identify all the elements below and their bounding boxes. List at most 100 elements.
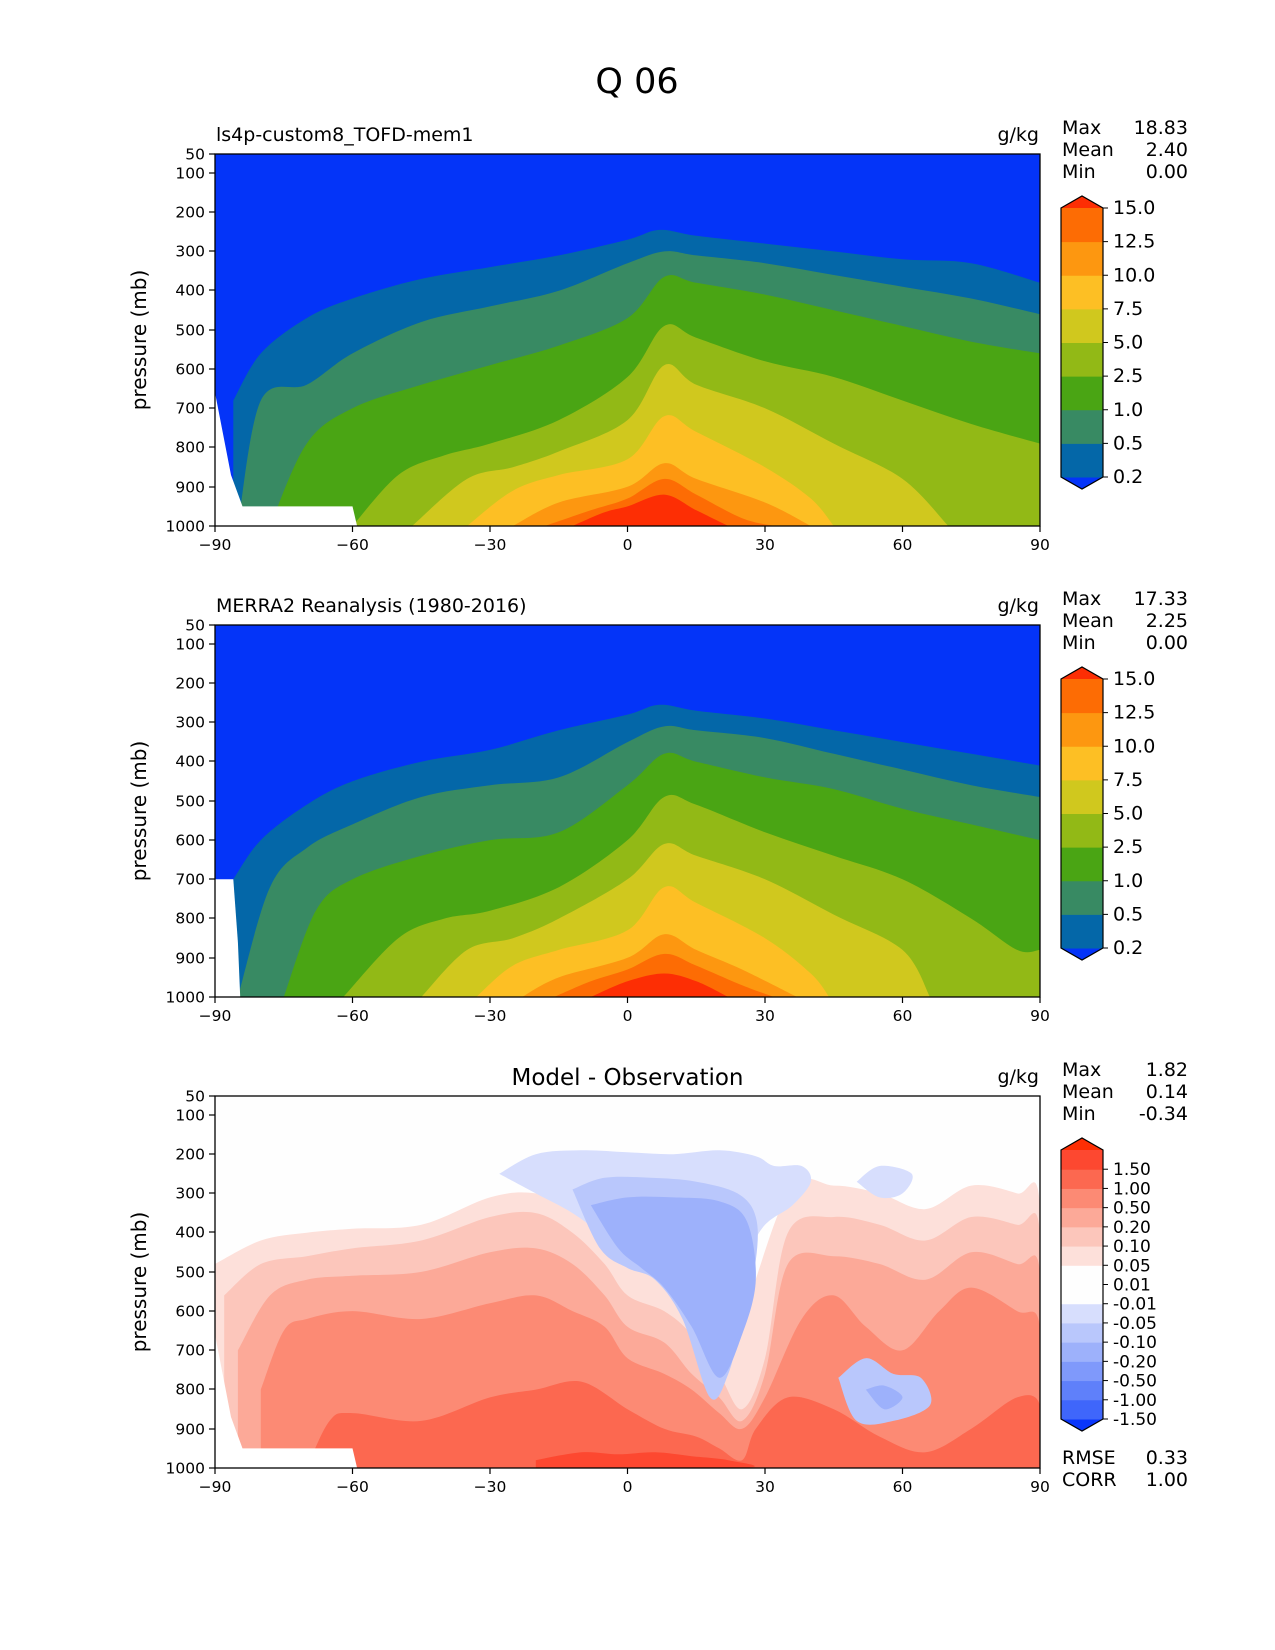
stat-value: 2.25 (1146, 610, 1188, 632)
stat-value: 0.14 (1146, 1081, 1188, 1103)
colorbar-swatch (1061, 241, 1103, 276)
colorbar-extend-max (1061, 196, 1103, 208)
stat-value: 0.33 (1146, 1447, 1188, 1469)
y-tick-label: 900 (175, 950, 205, 968)
y-tick-label: 100 (175, 1107, 205, 1125)
y-tick-label: 700 (175, 871, 205, 889)
y-tick-label: 100 (175, 636, 205, 654)
colorbar-swatch (1061, 712, 1103, 747)
colorbar-swatch (1061, 746, 1103, 781)
y-tick-label: 500 (175, 322, 205, 340)
y-tick-label: 800 (175, 439, 205, 457)
colorbar-tick-label: 1.50 (1113, 1160, 1151, 1180)
contour-region-1.00 (306, 1380, 1040, 1468)
colorbar-tick-label: 7.5 (1113, 769, 1143, 791)
contour-region--0.05 (856, 1165, 913, 1199)
stat-label: Max (1062, 588, 1101, 610)
x-tick-label: −60 (336, 1007, 369, 1025)
colorbar-swatch (1061, 409, 1103, 444)
colorbar-swatch (1061, 308, 1103, 343)
y-tick-label: 400 (175, 753, 205, 771)
colorbar-tick-label: 1.0 (1113, 399, 1143, 421)
units-label: g/kg (997, 595, 1039, 617)
units-label: g/kg (997, 124, 1039, 146)
colorbar-tick-label: 0.2 (1113, 466, 1143, 488)
colorbar-tick-label: 15.0 (1113, 668, 1155, 690)
colorbar-swatch (1061, 1284, 1103, 1305)
colorbar-swatch (1061, 1380, 1103, 1401)
colorbar-tick-label: -1.50 (1113, 1410, 1157, 1430)
y-tick-label: 800 (175, 910, 205, 928)
y-tick-label: 600 (175, 361, 205, 379)
y-tick-label: 600 (175, 832, 205, 850)
colorbar-tick-label: -0.01 (1113, 1295, 1157, 1315)
stat-label: Mean (1062, 1081, 1114, 1103)
stat-value: 1.00 (1146, 1469, 1188, 1491)
colorbar-tick-label: 15.0 (1113, 197, 1155, 219)
colorbar-extend-min (1061, 948, 1103, 960)
colorbar-swatch (1061, 1207, 1103, 1228)
stat-value: 0.00 (1146, 161, 1188, 183)
stat-label: Min (1062, 1103, 1096, 1125)
x-tick-label: −60 (336, 536, 369, 554)
colorbar: 0.2 0.5 1.0 2.5 5.0 7.5 10.0 12.5 15.0 (1060, 666, 1155, 961)
contour-region--0.20 (590, 1196, 756, 1378)
y-tick-label: 800 (175, 1381, 205, 1399)
y-tick-label: 200 (175, 1146, 205, 1164)
colorbar-tick-label: 5.0 (1113, 332, 1143, 354)
colorbar-swatch (1061, 1322, 1103, 1343)
colorbar-tick-label: 5.0 (1113, 803, 1143, 825)
stat-value: 18.83 (1134, 117, 1188, 139)
y-tick-label: 300 (175, 243, 205, 261)
stat-label: RMSE (1062, 1447, 1116, 1469)
contour-region--0.20 (865, 1385, 903, 1410)
colorbar-swatch (1061, 275, 1103, 310)
colorbar-swatch (1061, 679, 1103, 714)
y-tick-label: 600 (175, 1303, 205, 1321)
colorbar-swatch (1061, 813, 1103, 848)
colorbar-swatch (1061, 1361, 1103, 1382)
x-tick-label: 0 (623, 1007, 633, 1025)
colorbar-tick-label: 0.10 (1113, 1237, 1151, 1257)
y-tick-label: 50 (185, 1088, 205, 1106)
colorbar-tick-label: 2.5 (1113, 836, 1143, 858)
y-tick-label: 700 (175, 400, 205, 418)
stat-label: Min (1062, 161, 1096, 183)
colorbar-tick-label: 0.5 (1113, 903, 1143, 925)
colorbar-swatch (1061, 208, 1103, 243)
colorbar-tick-label: 1.00 (1113, 1179, 1151, 1199)
colorbar-swatch (1061, 1246, 1103, 1266)
x-tick-label: −30 (474, 1007, 507, 1025)
stat-label: Max (1062, 1059, 1101, 1081)
y-tick-label: 700 (175, 1342, 205, 1360)
colorbar-swatch (1061, 1150, 1103, 1170)
colorbar-swatch (1061, 1169, 1103, 1189)
contour-fill-15.0 (572, 494, 729, 526)
colorbar-extend-max (1061, 1138, 1103, 1150)
units-label: g/kg (997, 1066, 1039, 1088)
y-tick-label: 900 (175, 1421, 205, 1439)
colorbar-extend-min (1061, 477, 1103, 489)
colorbar-tick-label: 1.0 (1113, 870, 1143, 892)
stat-label: Mean (1062, 139, 1114, 161)
y-tick-label: 50 (185, 146, 205, 164)
y-tick-label: 200 (175, 204, 205, 222)
colorbar-swatch (1061, 342, 1103, 377)
y-tick-label: 400 (175, 1224, 205, 1242)
colorbar-tick-label: 0.01 (1113, 1276, 1151, 1296)
x-tick-label: 90 (1030, 1007, 1050, 1025)
x-tick-label: 60 (893, 536, 913, 554)
x-tick-label: 90 (1030, 1478, 1050, 1496)
colorbar-swatch (1061, 1226, 1103, 1247)
x-tick-label: −90 (199, 1478, 232, 1496)
panel-title: MERRA2 Reanalysis (1980-2016) (216, 595, 527, 617)
colorbar-swatch (1061, 443, 1103, 478)
colorbar-tick-label: -0.50 (1113, 1372, 1157, 1392)
y-tick-label: 1000 (166, 1460, 205, 1478)
colorbar-tick-label: 0.5 (1113, 432, 1143, 454)
colorbar-swatch (1061, 1265, 1103, 1285)
contour-fill-15.0 (590, 973, 729, 997)
